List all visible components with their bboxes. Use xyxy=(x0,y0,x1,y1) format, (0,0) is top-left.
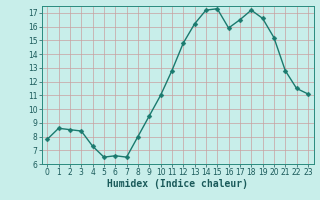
X-axis label: Humidex (Indice chaleur): Humidex (Indice chaleur) xyxy=(107,179,248,189)
